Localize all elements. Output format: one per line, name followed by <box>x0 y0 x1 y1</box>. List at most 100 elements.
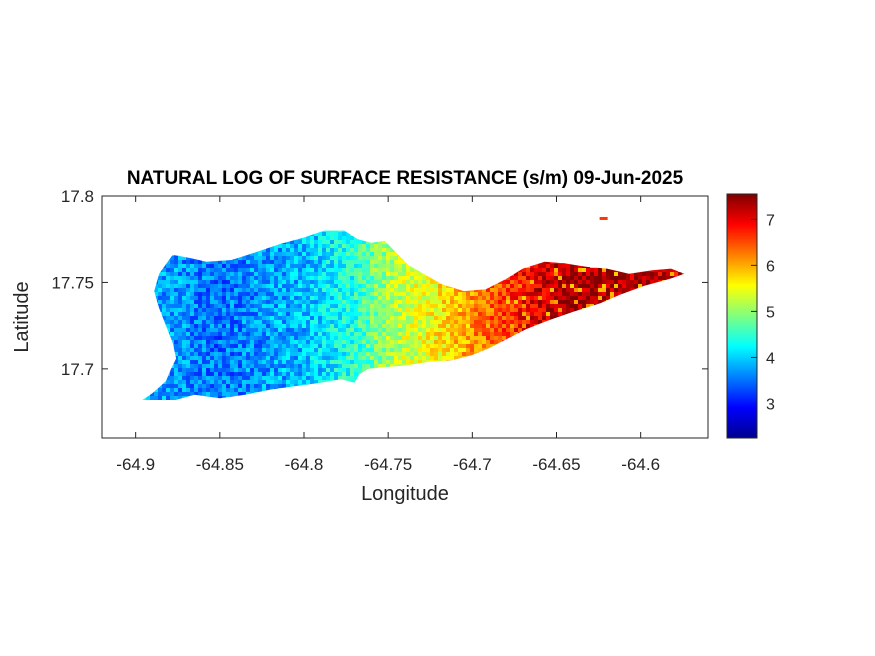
heatmap-cell <box>234 320 238 324</box>
heatmap-cell <box>498 328 502 332</box>
heatmap-cell <box>186 356 190 360</box>
heatmap-cell <box>498 296 502 300</box>
heatmap-cell <box>274 316 278 320</box>
heatmap-cell <box>398 352 402 356</box>
heatmap-cell <box>226 376 230 380</box>
heatmap-cell <box>490 292 494 296</box>
heatmap-cell <box>206 344 210 348</box>
heatmap-cell <box>522 276 526 280</box>
heatmap-cell <box>294 316 298 320</box>
heatmap-cell <box>450 344 454 348</box>
heatmap-cell <box>214 372 218 376</box>
heatmap-cell <box>326 332 330 336</box>
heatmap-cell <box>318 264 322 268</box>
heatmap-cell <box>262 288 266 292</box>
heatmap-cell <box>210 316 214 320</box>
heatmap-cell <box>278 360 282 364</box>
heatmap-cell <box>518 324 522 328</box>
heatmap-cell <box>198 284 202 288</box>
heatmap-cell <box>382 344 386 348</box>
heatmap-cell <box>262 388 266 392</box>
heatmap-cell <box>186 276 190 280</box>
heatmap-cell <box>466 316 470 320</box>
heatmap-cell <box>438 352 442 356</box>
heatmap-cell <box>398 288 402 292</box>
heatmap-cell <box>542 292 546 296</box>
heatmap-cell <box>322 252 326 256</box>
heatmap-cell <box>298 380 302 384</box>
heatmap-cell <box>274 268 278 272</box>
heatmap-cell <box>474 344 478 348</box>
heatmap-cell <box>390 324 394 328</box>
heatmap-cell <box>234 344 238 348</box>
heatmap-cell <box>222 280 226 284</box>
heatmap-cell <box>522 268 526 272</box>
heatmap-cell <box>466 352 470 356</box>
heatmap-cell <box>174 304 178 308</box>
heatmap-cell <box>446 304 450 308</box>
heatmap-cell <box>370 284 374 288</box>
heatmap-cell <box>342 320 346 324</box>
heatmap-cell <box>178 360 182 364</box>
heatmap-cell <box>546 260 550 264</box>
heatmap-cell <box>362 352 366 356</box>
heatmap-cell <box>514 308 518 312</box>
heatmap-cell <box>262 348 266 352</box>
heatmap-cell <box>218 372 222 376</box>
heatmap-cell <box>234 280 238 284</box>
heatmap-cell <box>278 256 282 260</box>
heatmap-cell <box>330 260 334 264</box>
heatmap-cell <box>218 320 222 324</box>
heatmap-cell <box>274 252 278 256</box>
heatmap-cell <box>226 364 230 368</box>
heatmap-cell <box>290 292 294 296</box>
heatmap-cell <box>510 320 514 324</box>
heatmap-cell <box>330 332 334 336</box>
heatmap-cell <box>458 304 462 308</box>
heatmap-cell <box>370 312 374 316</box>
heatmap-cell <box>330 320 334 324</box>
heatmap-cell <box>206 384 210 388</box>
heatmap-cell <box>382 252 386 256</box>
heatmap-cell <box>258 380 262 384</box>
heatmap-cell <box>266 324 270 328</box>
heatmap-cell <box>414 352 418 356</box>
heatmap-cell <box>514 276 518 280</box>
heatmap-cell <box>366 252 370 256</box>
heatmap-cell <box>238 380 242 384</box>
heatmap-cell <box>198 260 202 264</box>
heatmap-cell <box>262 292 266 296</box>
heatmap-cell <box>334 348 338 352</box>
heatmap-cell <box>506 284 510 288</box>
heatmap-cell <box>306 372 310 376</box>
heatmap-cell <box>338 236 342 240</box>
heatmap-cell <box>282 380 286 384</box>
heatmap-cell <box>202 392 206 396</box>
heatmap-cell <box>526 268 530 272</box>
heatmap-cell <box>250 288 254 292</box>
heatmap-cell <box>198 296 202 300</box>
heatmap-cell <box>494 324 498 328</box>
heatmap-cell <box>450 300 454 304</box>
heatmap-cell <box>390 252 394 256</box>
heatmap-cell <box>402 268 406 272</box>
heatmap-cell <box>242 288 246 292</box>
heatmap-cell <box>562 276 566 280</box>
heatmap-cell <box>250 304 254 308</box>
heatmap-cell <box>354 316 358 320</box>
heatmap-cell <box>302 292 306 296</box>
heatmap-cell <box>278 312 282 316</box>
heatmap-cell <box>418 332 422 336</box>
heatmap-cell <box>502 280 506 284</box>
heatmap-cell <box>214 356 218 360</box>
heatmap-cell <box>238 360 242 364</box>
heatmap-cell <box>546 308 550 312</box>
heatmap-cell <box>314 332 318 336</box>
heatmap-cell <box>326 284 330 288</box>
heatmap-cell <box>386 344 390 348</box>
heatmap-cell <box>398 292 402 296</box>
heatmap-cell <box>362 344 366 348</box>
heatmap-cell <box>246 360 250 364</box>
heatmap-cell <box>282 332 286 336</box>
heatmap-cell <box>298 308 302 312</box>
